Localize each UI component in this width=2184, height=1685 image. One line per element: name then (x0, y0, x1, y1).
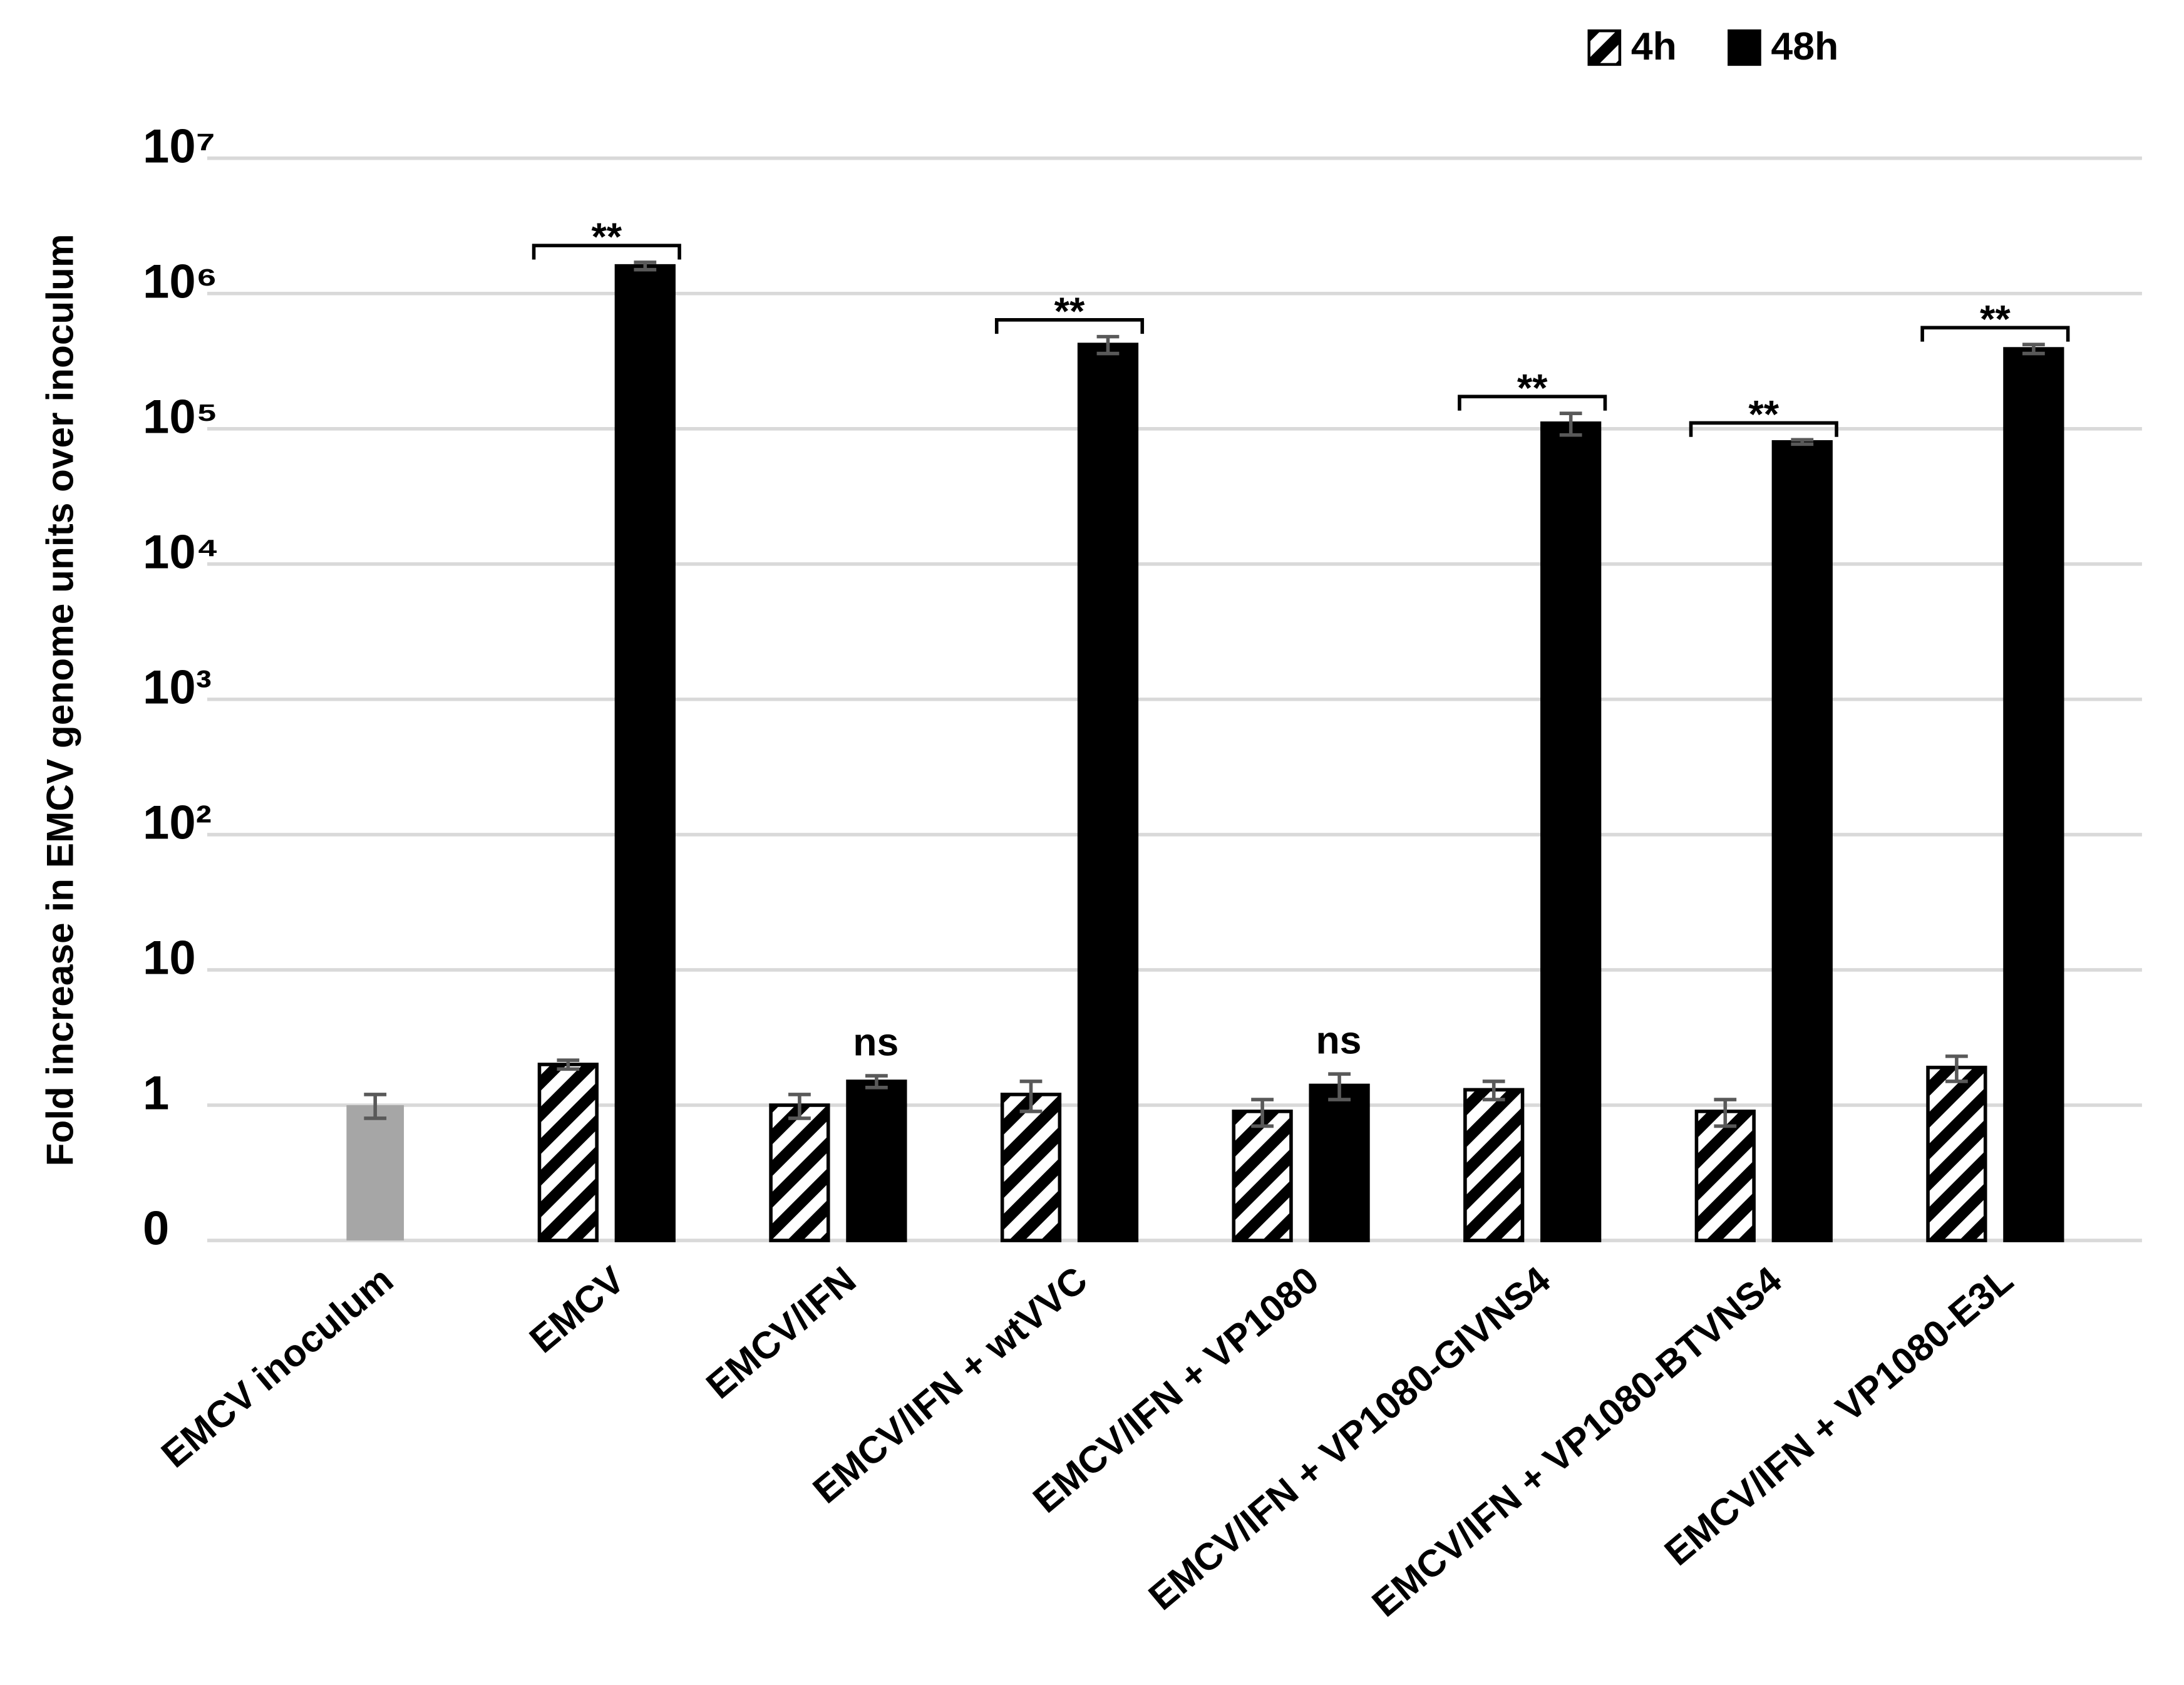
error-bar (364, 1093, 387, 1120)
y-tick-label: 10² (143, 796, 212, 850)
significance-bracket (994, 317, 1145, 334)
bar (1463, 1088, 1525, 1242)
x-tick-label: EMCV inoculum (153, 1258, 401, 1475)
y-tick-label: 10⁷ (143, 120, 215, 173)
bar (846, 1080, 907, 1242)
annotation: ** (1748, 393, 1779, 436)
x-tick-label: EMCV (521, 1258, 632, 1361)
annotation: ** (591, 215, 622, 259)
bar (769, 1103, 830, 1242)
error-bar (1096, 334, 1120, 356)
error-bar (1482, 1080, 1505, 1101)
bar (1000, 1093, 1062, 1242)
significance-bracket (1689, 421, 1838, 437)
y-tick-label: 10³ (143, 661, 212, 714)
error-bar (1559, 411, 1582, 437)
y-tick-label: 1 (143, 1067, 169, 1120)
y-axis-title: Fold increase in EMCV genome units over … (39, 234, 81, 1166)
error-bar (1714, 1098, 1737, 1128)
legend-label: 48h (1771, 24, 1838, 68)
error-bar (1328, 1072, 1351, 1101)
error-bar (1251, 1098, 1274, 1128)
significance-bracket (1458, 394, 1607, 411)
annotation: ** (1054, 289, 1085, 333)
error-bar (1791, 438, 1814, 446)
bar (537, 1063, 599, 1242)
legend-label: 4h (1631, 24, 1677, 68)
bar (1926, 1065, 1987, 1242)
bar (346, 1105, 404, 1241)
annotation: ns (1316, 1019, 1361, 1063)
x-tick-label: EMCV/IFN (698, 1258, 864, 1406)
bar (1077, 343, 1139, 1242)
x-tick-label: EMCV/IFN + VP1080-BTVNS4 (1364, 1258, 1790, 1625)
error-bar (865, 1074, 888, 1090)
bar (1540, 421, 1602, 1242)
y-tick-label: 10⁴ (143, 525, 219, 579)
bar (1232, 1110, 1293, 1242)
annotation: ns (853, 1020, 899, 1064)
error-bar (2022, 343, 2045, 356)
error-bar (557, 1058, 580, 1071)
y-tick-label: 10 (143, 932, 196, 985)
x-tick-label: EMCV/IFN + VP1080-GIVNS4 (1140, 1258, 1558, 1618)
bar (614, 264, 676, 1242)
y-tick-label: 10⁵ (143, 390, 218, 443)
annotation: ** (1980, 297, 2011, 341)
y-tick-label: 0 (143, 1202, 169, 1255)
bar (1694, 1110, 1756, 1242)
annotation: ** (1517, 366, 1548, 410)
legend-swatch (1728, 29, 1761, 66)
bar (1771, 440, 1833, 1242)
y-tick-label: 10⁶ (143, 255, 218, 308)
error-bar (1019, 1080, 1043, 1113)
significance-bracket (1920, 326, 2070, 342)
error-bar (788, 1093, 811, 1120)
bar (2003, 347, 2064, 1242)
error-bar (634, 260, 657, 272)
significance-bracket (532, 244, 681, 260)
error-bar (1945, 1054, 1968, 1083)
bar (1309, 1083, 1370, 1242)
legend-swatch (1587, 29, 1622, 66)
